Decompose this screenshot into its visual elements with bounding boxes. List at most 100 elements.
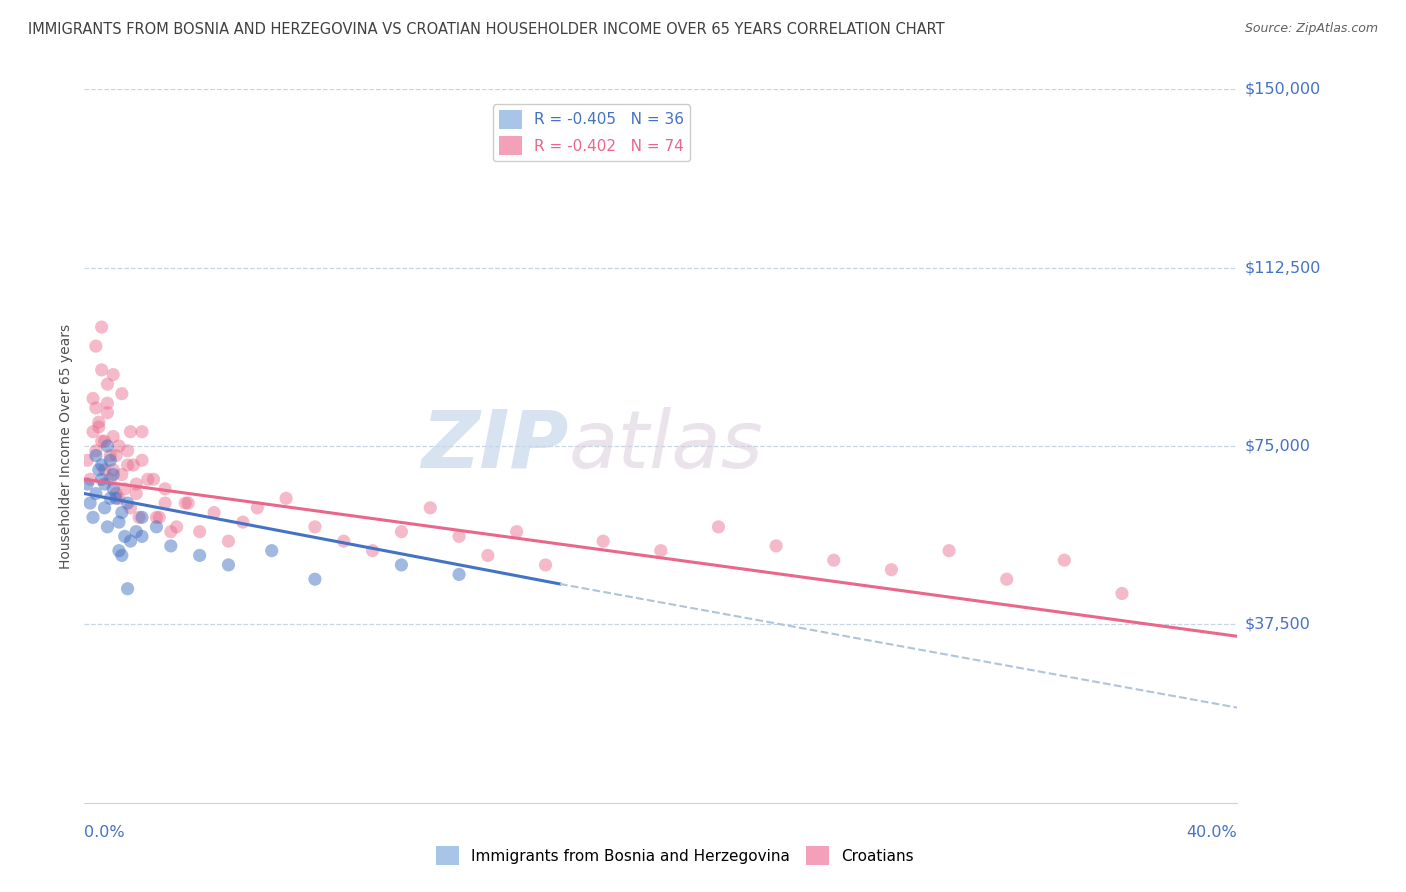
Point xyxy=(125,477,148,491)
Point xyxy=(103,467,124,482)
Point xyxy=(153,482,176,496)
Point xyxy=(823,553,845,567)
Point xyxy=(177,496,200,510)
Point xyxy=(79,472,101,486)
Point xyxy=(174,496,197,510)
Point xyxy=(131,529,153,543)
Point xyxy=(90,320,112,334)
Point xyxy=(84,449,107,463)
Point xyxy=(108,543,131,558)
Point xyxy=(274,491,298,506)
Point xyxy=(332,534,354,549)
Point xyxy=(90,472,112,486)
Point xyxy=(232,515,254,529)
Point xyxy=(477,549,499,563)
Point xyxy=(120,425,142,439)
Point xyxy=(880,563,903,577)
Point xyxy=(103,482,124,496)
Point xyxy=(592,534,614,549)
Point xyxy=(79,496,101,510)
Y-axis label: Householder Income Over 65 years: Householder Income Over 65 years xyxy=(59,324,73,568)
Point xyxy=(447,567,470,582)
Point xyxy=(84,443,107,458)
Point xyxy=(246,500,269,515)
Point xyxy=(148,510,170,524)
Point xyxy=(111,549,134,563)
Text: ZIP: ZIP xyxy=(422,407,568,485)
Point xyxy=(166,520,188,534)
Point xyxy=(136,472,159,486)
Point xyxy=(122,458,145,472)
Point xyxy=(260,543,283,558)
Text: atlas: atlas xyxy=(568,407,763,485)
Point xyxy=(93,500,115,515)
Point xyxy=(111,506,134,520)
Point xyxy=(304,572,326,586)
Point xyxy=(98,449,121,463)
Point xyxy=(96,396,118,410)
Point xyxy=(90,434,112,449)
Point xyxy=(202,506,225,520)
Point xyxy=(120,534,142,549)
Point xyxy=(105,486,128,500)
Point xyxy=(217,534,239,549)
Point xyxy=(111,467,134,482)
Point xyxy=(304,520,326,534)
Point xyxy=(131,425,153,439)
Legend: R = -0.405   N = 36, R = -0.402   N = 74: R = -0.405 N = 36, R = -0.402 N = 74 xyxy=(494,104,690,161)
Point xyxy=(96,520,118,534)
Point xyxy=(131,453,153,467)
Point xyxy=(117,458,139,472)
Point xyxy=(87,420,110,434)
Point xyxy=(98,453,121,467)
Text: Source: ZipAtlas.com: Source: ZipAtlas.com xyxy=(1244,22,1378,36)
Point xyxy=(114,482,136,496)
Point xyxy=(217,558,239,572)
Point xyxy=(145,520,167,534)
Point xyxy=(108,439,131,453)
Point xyxy=(153,496,176,510)
Point xyxy=(447,529,470,543)
Point xyxy=(419,500,441,515)
Text: IMMIGRANTS FROM BOSNIA AND HERZEGOVINA VS CROATIAN HOUSEHOLDER INCOME OVER 65 YE: IMMIGRANTS FROM BOSNIA AND HERZEGOVINA V… xyxy=(28,22,945,37)
Point xyxy=(111,386,134,401)
Point xyxy=(125,486,148,500)
Point xyxy=(117,582,139,596)
Text: $112,500: $112,500 xyxy=(1244,260,1320,275)
Point xyxy=(506,524,529,539)
Point xyxy=(108,515,131,529)
Point xyxy=(84,339,107,353)
Text: $37,500: $37,500 xyxy=(1244,617,1310,632)
Point xyxy=(361,543,384,558)
Point xyxy=(160,524,183,539)
Point xyxy=(96,377,118,392)
Point xyxy=(82,392,104,406)
Point xyxy=(84,401,107,415)
Point xyxy=(96,439,118,453)
Text: 0.0%: 0.0% xyxy=(84,825,125,840)
Point xyxy=(84,486,107,500)
Point xyxy=(105,491,128,506)
Point xyxy=(131,510,153,524)
Point xyxy=(128,510,150,524)
Point xyxy=(96,406,118,420)
Point xyxy=(145,510,167,524)
Point xyxy=(93,434,115,449)
Point xyxy=(90,363,112,377)
Point xyxy=(938,543,960,558)
Point xyxy=(160,539,183,553)
Point xyxy=(98,491,121,506)
Point xyxy=(120,500,142,515)
Point xyxy=(188,524,211,539)
Point xyxy=(1053,553,1076,567)
Point xyxy=(534,558,557,572)
Point xyxy=(93,463,115,477)
Point xyxy=(82,425,104,439)
Point xyxy=(76,477,98,491)
Text: $150,000: $150,000 xyxy=(1244,82,1320,96)
Point xyxy=(142,472,165,486)
Point xyxy=(1111,586,1133,600)
Point xyxy=(114,529,136,543)
Point xyxy=(82,510,104,524)
Point xyxy=(103,429,124,443)
